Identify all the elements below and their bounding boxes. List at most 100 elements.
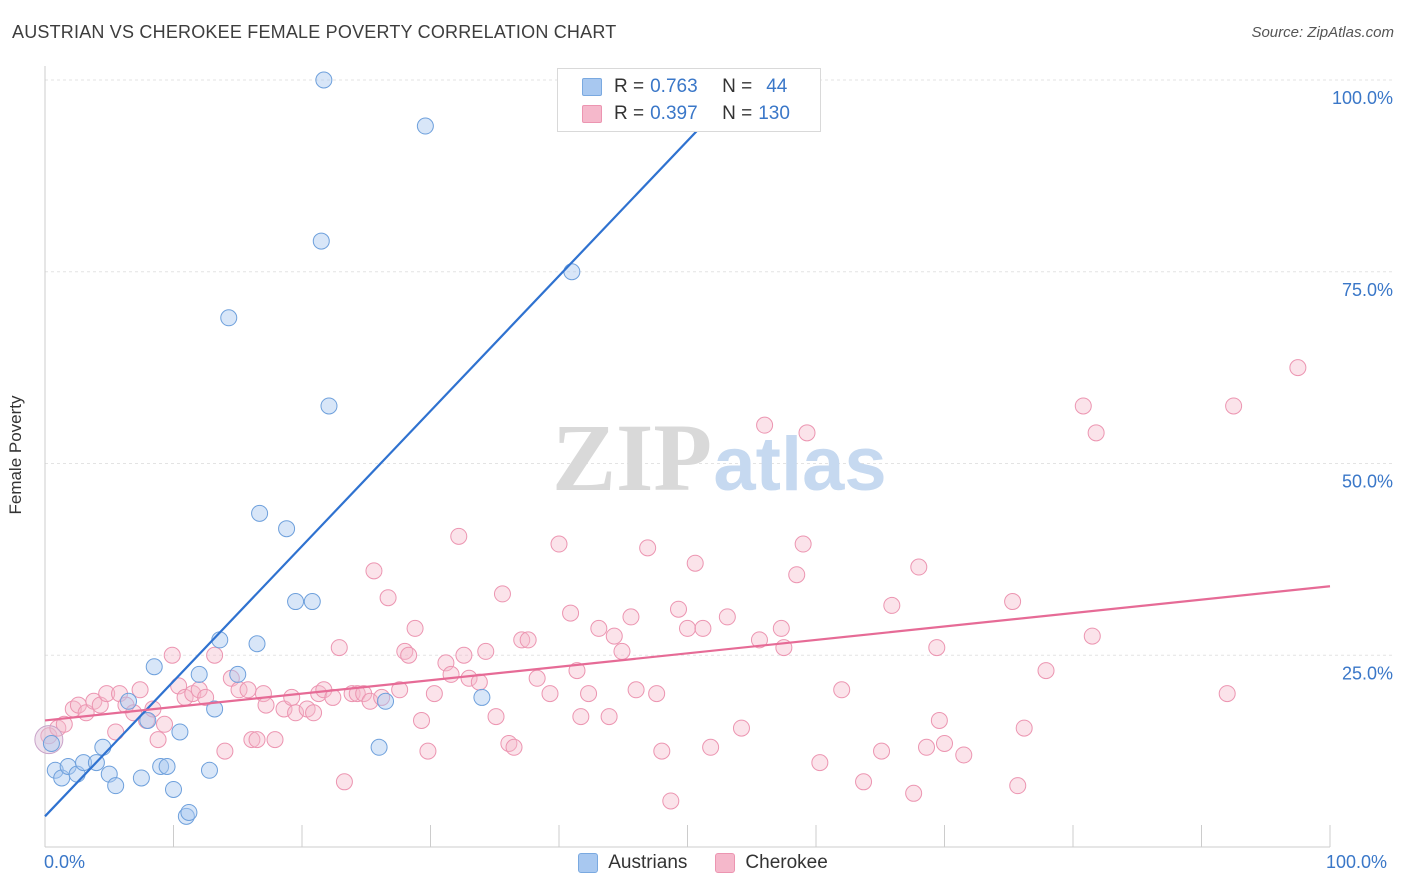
cherokee-point [450,527,468,545]
cherokee-point [283,688,301,706]
cherokee-point [335,773,353,791]
austrians-point [180,803,198,821]
n-label: N = [722,103,753,124]
austrians-point [132,769,150,787]
cherokee-point [330,639,348,657]
cherokee-point [600,708,618,726]
austrians-point [200,761,218,779]
cherokee-swatch [582,105,602,123]
watermark: ZIP atlas [552,404,887,511]
cherokee-point [197,688,215,706]
cherokee-point [811,754,829,772]
x-tick-label-min: 0.0% [44,852,86,872]
cherokee-point [794,535,812,553]
austrians-point [303,593,321,611]
correlation-legend: R = 0.763 N = 44 R = 0.397 N = 130 [557,68,821,132]
x-tick-label-max: 100.0% [1326,852,1388,872]
cherokee-point [413,711,431,729]
cherokee-point [206,646,224,664]
cherokee-point [670,600,688,618]
cherokee-point [391,681,409,699]
cherokee-point [833,681,851,699]
austrians-point [145,658,163,676]
austrians-legend-swatch [578,853,599,873]
austrians-point [42,734,60,752]
y-tick-label: 25.0% [1342,663,1393,683]
austrians-point [107,777,125,795]
cherokee-point [460,669,478,687]
austrians-point [220,309,238,327]
cherokee-point [477,642,495,660]
cherokee-point [425,685,443,703]
legend-label-cherokee: Cherokee [745,852,828,873]
cherokee-legend-swatch [715,853,736,873]
cherokee-point [1083,627,1101,645]
cherokee-point [627,681,645,699]
grid-lines [45,79,1395,656]
cherokee-point [928,639,946,657]
source-label: Source: ZipAtlas.com [1251,24,1394,41]
cherokee-point [365,562,383,580]
austrians-point [563,263,581,281]
cherokee-point [756,416,774,434]
cherokee-point [750,631,768,649]
cherokee-point [605,627,623,645]
overlap-point [34,725,64,755]
austrians-trend-line [44,79,747,818]
cherokee-point [568,662,586,680]
cherokee-point [855,773,873,791]
cherokee-point [55,715,73,733]
series-legend: Austrians Cherokee [0,852,1406,874]
legend-row-cherokee: R = 0.397 N = 130 [582,102,790,126]
austrians-point [229,665,247,683]
n-value: 44 [766,76,788,97]
austrians-swatch [582,78,602,96]
austrians-point [158,757,176,775]
austrians-points [42,71,581,825]
cherokee-point [266,731,284,749]
cherokee-point [216,742,234,760]
cherokee-point [442,665,460,683]
cherokee-point [400,646,418,664]
cherokee-point [1004,593,1022,611]
cherokee-point [686,554,704,572]
cherokee-point [1289,359,1307,377]
cherokee-point [955,746,973,764]
cherokee-point [257,696,275,714]
legend-item-austrians[interactable]: Austrians [578,852,687,874]
austrians-point [370,738,388,756]
r-label: R = [614,103,645,124]
cherokee-point [1218,685,1236,703]
cherokee-point [798,424,816,442]
cherokee-point [1225,397,1243,415]
trend-lines [44,79,1331,818]
legend-label-austrians: Austrians [608,852,688,873]
y-tick-label: 75.0% [1342,280,1393,300]
cherokee-point [305,704,323,722]
cherokee-point [348,685,366,703]
r-label: R = [614,76,645,97]
austrians-point [139,711,157,729]
cherokee-point [572,708,590,726]
cherokee-point [513,631,531,649]
cherokee-point [541,685,559,703]
cherokee-point [788,566,806,584]
austrians-point [416,117,434,135]
cherokee-point [419,742,437,760]
cherokee-point [622,608,640,626]
cherokee-point [163,646,181,664]
cherokee-point [930,711,948,729]
legend-item-cherokee[interactable]: Cherokee [715,852,828,874]
cherokee-point [883,596,901,614]
austrians-point [312,232,330,250]
cherokee-point [107,723,125,741]
cherokee-point [936,734,953,752]
cherokee-point [873,742,891,760]
cherokee-point [455,646,473,664]
axes [44,66,1331,848]
cherokee-point [239,681,257,699]
austrians-point [190,665,208,683]
n-label: N = [722,76,753,97]
y-tick-labels: 25.0% 50.0% 75.0% 100.0% [1332,88,1393,683]
n-value: 130 [758,103,790,124]
